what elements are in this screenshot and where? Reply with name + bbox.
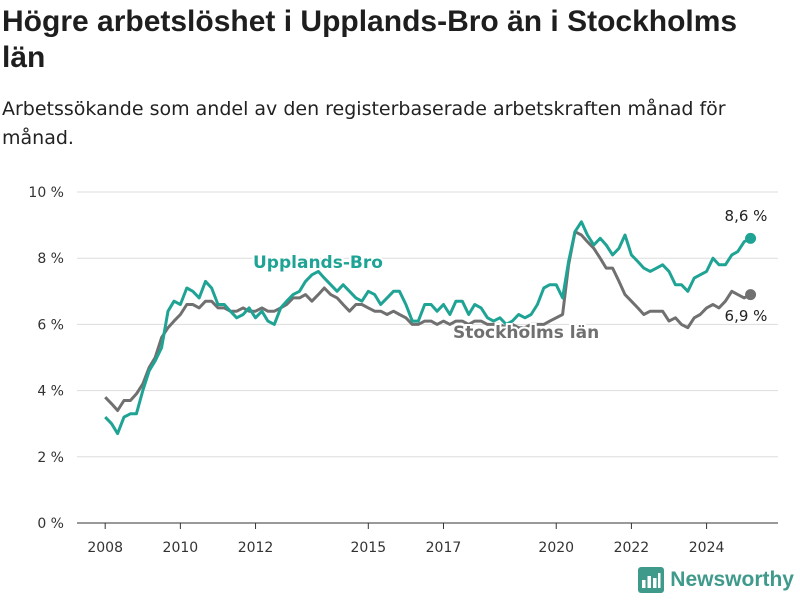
x-tick-label: 2020 [538,540,574,556]
brand-name: Newsworthy [670,568,794,592]
end-point [745,233,756,244]
x-tick-label: 2012 [238,540,274,556]
x-tick-label: 2024 [689,540,725,556]
x-tick-label: 2010 [163,540,199,556]
series-lines [105,222,756,434]
y-tick-label: 2 % [37,450,64,466]
end-value-label: 6,9 % [725,307,768,325]
x-tick-label: 2008 [87,540,123,556]
series-label-stockholms-lan: Stockholms län [453,323,599,343]
series-line-upplands-bro [105,222,750,434]
end-value-label: 8,6 % [725,207,768,225]
y-tick-label: 4 % [37,384,64,400]
y-tick-label: 8 % [37,251,64,267]
y-tick-label: 0 % [37,516,64,532]
series-label-upplands-bro: Upplands-Bro [253,253,383,273]
x-axis: 2008 2010 2012 2015 2017 2020 2022 2024 [87,523,724,556]
x-tick-label: 2015 [350,540,386,556]
y-axis: 0 % 2 % 4 % 6 % 8 % 10 % [28,185,64,532]
y-tick-label: 10 % [28,185,64,201]
end-point [745,289,756,300]
y-tick-label: 6 % [37,317,64,333]
x-tick-label: 2017 [426,540,462,556]
newsworthy-logo: Newsworthy [638,566,794,594]
line-chart: 0 % 2 % 4 % 6 % 8 % 10 % 2008 2010 2012 2015 2017… [0,0,800,600]
gridlines [77,192,778,523]
x-tick-label: 2022 [614,540,650,556]
bar-chart-logo-icon [638,567,664,593]
